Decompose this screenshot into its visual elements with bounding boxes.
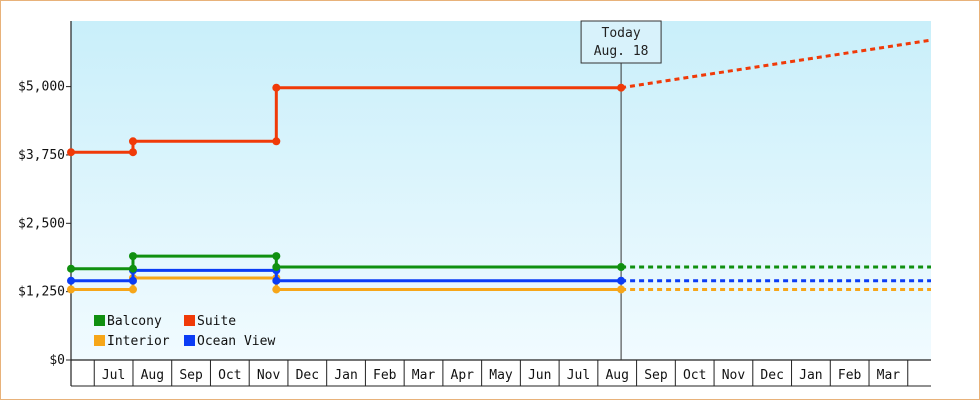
- month-label: Jul: [102, 368, 125, 383]
- data-point-suite: [67, 148, 75, 157]
- month-label: Nov: [257, 368, 281, 383]
- month-label: Apr: [451, 368, 475, 383]
- today-label: Today: [602, 26, 641, 41]
- legend-swatch-interior: [94, 335, 105, 346]
- month-label: Dec: [760, 368, 783, 383]
- month-label: May: [489, 368, 513, 383]
- data-point-interior: [67, 285, 75, 294]
- plot-area: [71, 21, 931, 360]
- y-tick-label: $0: [49, 353, 65, 368]
- data-point-interior: [617, 285, 626, 294]
- data-point-ocean-view: [617, 276, 626, 285]
- data-point-suite: [272, 137, 281, 146]
- data-point-suite: [272, 83, 281, 92]
- y-tick-label: $3,750: [18, 148, 65, 163]
- today-date: Aug. 18: [594, 44, 649, 59]
- month-label: Dec: [296, 368, 319, 383]
- data-point-interior: [128, 285, 137, 294]
- data-point-ocean-view: [67, 276, 75, 285]
- month-label: Mar: [412, 368, 436, 383]
- month-label: Aug: [141, 368, 164, 383]
- month-label: Nov: [722, 368, 746, 383]
- legend-swatch-suite: [184, 315, 195, 326]
- month-label: Jan: [334, 368, 357, 383]
- data-point-ocean-view: [272, 276, 281, 285]
- data-point-suite: [128, 137, 137, 146]
- series-projection-suite: [620, 38, 932, 90]
- month-label: Oct: [218, 368, 241, 383]
- today-box: [580, 20, 662, 64]
- data-point-ocean-view: [128, 276, 137, 285]
- month-label: Sep: [179, 368, 203, 383]
- month-label: Mar: [877, 368, 901, 383]
- data-point-suite: [617, 83, 626, 92]
- data-point-interior: [272, 285, 281, 294]
- data-point-balcony: [272, 263, 281, 272]
- legend-label-ocean-view: Ocean View: [197, 334, 275, 349]
- series-line-balcony: [71, 254, 622, 271]
- data-point-suite: [128, 148, 137, 157]
- legend-label-interior: Interior: [107, 334, 170, 349]
- month-label: Jan: [799, 368, 822, 383]
- month-label: Oct: [683, 368, 706, 383]
- data-point-balcony: [272, 252, 281, 261]
- month-label: Feb: [373, 368, 397, 383]
- y-tick-label: $1,250: [18, 285, 65, 300]
- series-line-suite: [71, 86, 622, 154]
- month-label: Sep: [644, 368, 668, 383]
- legend-swatch-ocean-view: [184, 335, 195, 346]
- y-tick-label: $5,000: [18, 80, 65, 95]
- y-tick-label: $2,500: [18, 216, 65, 231]
- legend-label-suite: Suite: [197, 314, 236, 329]
- legend-swatch-balcony: [94, 315, 105, 326]
- data-point-balcony: [128, 264, 137, 273]
- data-point-balcony: [617, 263, 626, 272]
- legend-label-balcony: Balcony: [107, 314, 162, 329]
- month-label: Aug: [605, 368, 628, 383]
- series-line-ocean-view: [71, 268, 622, 283]
- data-point-balcony: [67, 264, 75, 273]
- month-label: Feb: [838, 368, 862, 383]
- data-point-balcony: [128, 252, 137, 261]
- month-label: Jun: [528, 368, 551, 383]
- month-label: Jul: [567, 368, 590, 383]
- series-line-interior: [71, 276, 622, 291]
